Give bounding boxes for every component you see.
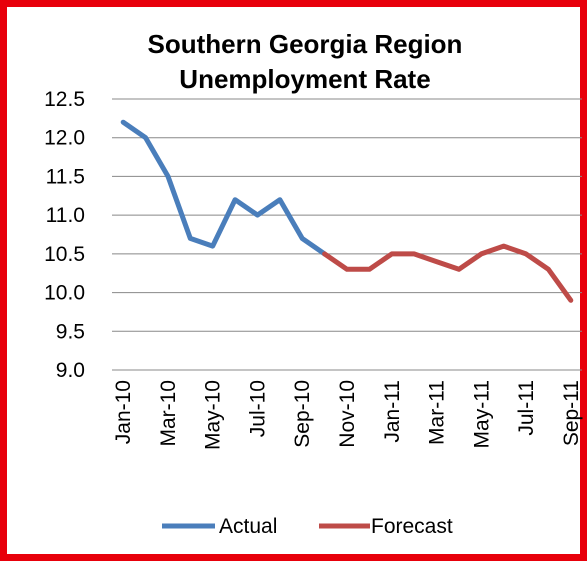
chart-title-line: Southern Georgia Region: [148, 29, 463, 59]
series-lines: [120, 119, 574, 303]
x-tick-label: May-11: [470, 380, 493, 448]
series-line-actual: [120, 119, 328, 257]
legend: Actual Forecast: [162, 515, 453, 538]
chart-title: Southern Georgia Region Unemployment Rate: [148, 29, 463, 94]
x-tick-label: Mar-11: [426, 380, 449, 445]
chart-title-line: Unemployment Rate: [179, 64, 430, 94]
x-axis-ticks: Jan-10 Mar-10 May-10 Jul-10 Sep-10 Nov-10 Jan-…: [112, 380, 583, 450]
x-tick-label: Mar-10: [157, 380, 180, 447]
y-axis-ticks: 9.0 9.5 10.0 10.5 11.0 11.5 12.0 12.5: [44, 88, 85, 382]
y-tick-label: 11.5: [46, 165, 85, 188]
line-chart: Southern Georgia Region Unemployment Rate…: [44, 29, 583, 538]
x-tick-label: Sep-11: [560, 380, 583, 446]
x-tick-label: Jul-10: [246, 380, 269, 437]
x-tick-label: Sep-10: [291, 380, 314, 448]
x-tick-label: Jul-11: [515, 380, 538, 436]
x-tick-label: Jan-10: [112, 380, 135, 444]
legend-label-actual: Actual: [219, 515, 277, 538]
y-tick-label: 10.0: [44, 282, 85, 305]
y-tick-label: 10.5: [44, 243, 85, 266]
x-tick-label: Jan-11: [381, 380, 404, 443]
y-tick-label: 12.0: [44, 127, 85, 150]
legend-label-forecast: Forecast: [371, 515, 453, 538]
y-tick-label: 11.0: [46, 204, 85, 227]
gridlines: [112, 98, 582, 371]
x-tick-label: Nov-10: [336, 380, 359, 448]
y-tick-label: 9.0: [56, 359, 85, 382]
y-tick-label: 12.5: [44, 88, 85, 111]
x-tick-label: May-10: [202, 380, 225, 450]
series-line-forecast: [322, 243, 574, 303]
y-tick-label: 9.5: [56, 320, 85, 343]
